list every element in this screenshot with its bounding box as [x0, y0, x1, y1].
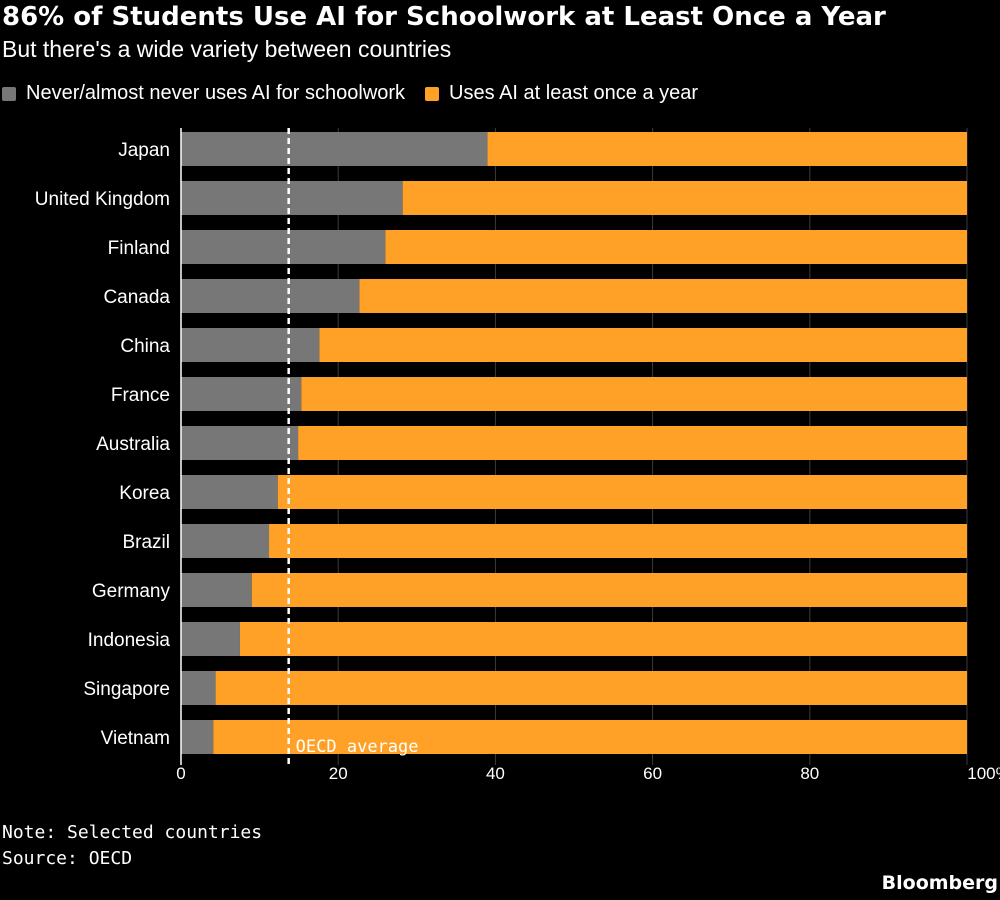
- ytick-label-10: Indonesia: [88, 630, 171, 651]
- bar-never-7: [181, 475, 278, 509]
- ytick-label-2: Finland: [108, 238, 170, 259]
- legend-item-uses: Uses AI at least once a year: [425, 82, 698, 105]
- chart-title: 86% of Students Use AI for Schoolwork at…: [2, 2, 886, 32]
- ytick-label-9: Germany: [92, 581, 171, 602]
- legend: Never/almost never uses AI for schoolwor…: [2, 82, 718, 105]
- bar-uses-8: [269, 524, 968, 558]
- chart-subtitle: But there's a wide variety between count…: [2, 36, 452, 62]
- ytick-label-5: France: [111, 385, 170, 406]
- bar-never-3: [181, 279, 360, 313]
- bar-never-6: [181, 426, 299, 460]
- bar-uses-6: [298, 426, 967, 460]
- ytick-label-11: Singapore: [83, 679, 170, 700]
- ytick-label-1: United Kingdom: [35, 189, 170, 210]
- ytick-label-12: Vietnam: [101, 728, 170, 749]
- xtick-label-1: 20: [329, 764, 348, 783]
- bar-uses-4: [319, 328, 967, 362]
- ytick-label-8: Brazil: [122, 532, 170, 553]
- bar-uses-11: [215, 671, 968, 705]
- legend-label-never: Never/almost never uses AI for schoolwor…: [26, 82, 406, 104]
- bar-never-2: [181, 230, 386, 264]
- bar-never-10: [181, 622, 240, 656]
- bar-never-11: [181, 671, 216, 705]
- ytick-label-3: Canada: [103, 287, 170, 308]
- source-line: Source: OECD: [2, 848, 133, 869]
- ytick-label-4: China: [120, 336, 170, 357]
- bar-uses-0: [487, 132, 967, 166]
- bar-uses-3: [359, 279, 967, 313]
- ytick-label-0: Japan: [118, 140, 170, 161]
- footnote: Note: Selected countries: [2, 822, 263, 843]
- ytick-label-6: Australia: [96, 434, 170, 455]
- brand-logo: Bloomberg: [881, 872, 998, 894]
- bar-uses-7: [277, 475, 968, 509]
- bar-uses-9: [251, 573, 968, 607]
- oecd-average-label: OECD average: [296, 737, 419, 757]
- xtick-label-0: 0: [176, 764, 185, 783]
- legend-label-uses: Uses AI at least once a year: [449, 82, 699, 104]
- bar-uses-10: [239, 622, 967, 656]
- xtick-label-4: 80: [800, 764, 819, 783]
- bar-never-0: [181, 132, 488, 166]
- bar-uses-5: [301, 377, 967, 411]
- bar-uses-1: [402, 181, 968, 215]
- bar-uses-12: [213, 720, 967, 754]
- bar-never-12: [181, 720, 214, 754]
- xtick-label-5: 100%: [967, 764, 1000, 783]
- bar-never-8: [181, 524, 270, 558]
- ytick-label-7: Korea: [119, 483, 170, 504]
- xtick-label-3: 60: [643, 764, 662, 783]
- bar-never-9: [181, 573, 252, 607]
- legend-item-never: Never/almost never uses AI for schoolwor…: [2, 82, 405, 105]
- legend-swatch-never: [2, 86, 16, 101]
- bar-never-1: [181, 181, 403, 215]
- bar-uses-2: [385, 230, 967, 264]
- legend-swatch-uses: [425, 86, 440, 101]
- bar-never-5: [181, 377, 302, 411]
- bar-chart: Japan United Kingdom Finland Canada China Fra…: [35, 128, 1000, 783]
- bar-never-4: [181, 328, 320, 362]
- xtick-label-2: 40: [486, 764, 505, 783]
